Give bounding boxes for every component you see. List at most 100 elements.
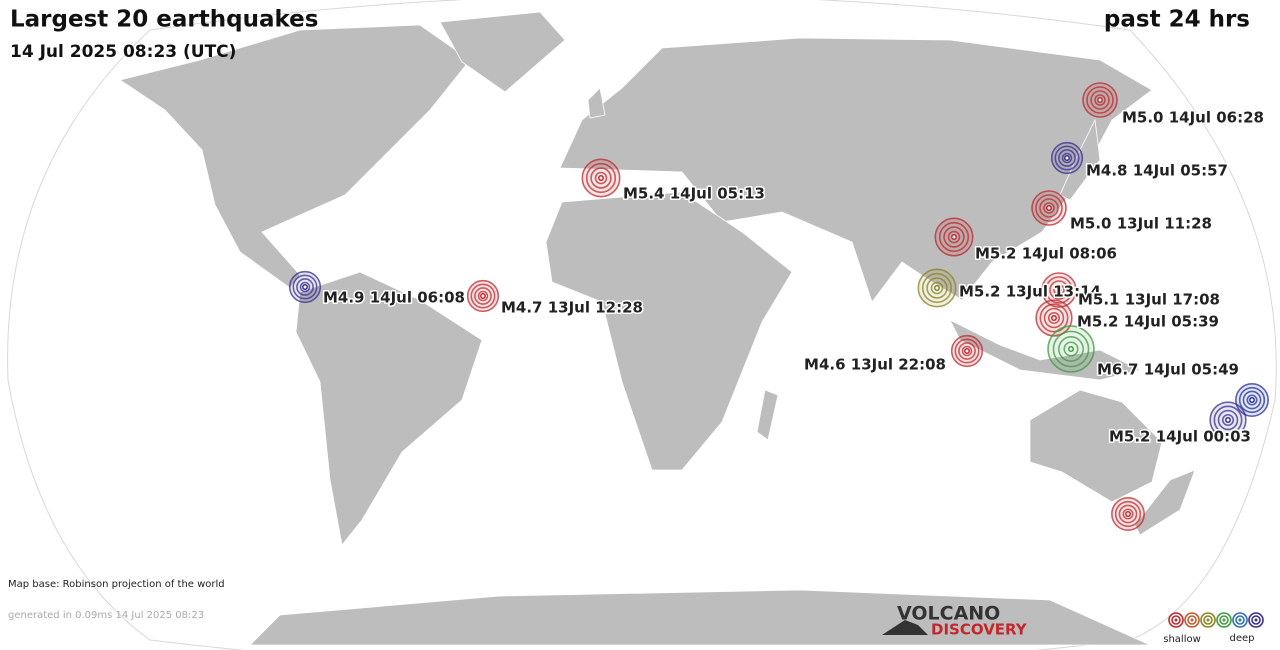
ring: [1061, 152, 1073, 164]
ring: [961, 345, 973, 357]
legend-ring: [1248, 612, 1264, 628]
ring: [477, 290, 489, 302]
legend-ring: [1187, 615, 1197, 625]
epicenter: [302, 284, 308, 290]
legend-ring: [1184, 612, 1200, 628]
quake-label: M4.8 14Jul 05:57: [1086, 162, 1228, 180]
quake-marker: [1041, 272, 1077, 308]
quake-label: M5.2 14Jul 05:39: [1077, 313, 1219, 331]
epicenter: [1068, 346, 1074, 352]
ring: [954, 338, 980, 364]
ring: [1086, 86, 1114, 114]
ring: [1039, 198, 1059, 218]
ring: [1242, 390, 1262, 410]
ring: [921, 272, 953, 304]
quake-marker: [1235, 383, 1269, 417]
legend-ring: [1168, 612, 1184, 628]
ring: [1058, 336, 1084, 362]
ring: [1053, 284, 1065, 296]
legend-ring: [1251, 615, 1261, 625]
quake-marker: [1050, 141, 1084, 175]
ring: [1049, 280, 1069, 300]
legend-ring: [1219, 615, 1229, 625]
map-base: Map base: Robinson projection of the wor…: [8, 579, 225, 590]
quake-marker: [1031, 190, 1067, 226]
quake-label: M4.9 14Jul 06:08: [323, 289, 465, 307]
epicenter: [1249, 397, 1255, 403]
ring: [1063, 341, 1079, 357]
quake-marker: [581, 158, 621, 198]
ring: [1238, 386, 1266, 414]
quake-marker: [950, 334, 984, 368]
legend-ring: [1235, 615, 1245, 625]
legend-dot: [1222, 618, 1226, 622]
epicenter: [598, 175, 604, 181]
epicenter: [1125, 511, 1131, 517]
quake-label: M4.7 13Jul 12:28: [501, 299, 643, 317]
quake-label: M4.6 13Jul 22:08: [804, 356, 946, 374]
ring: [594, 171, 608, 185]
logo-bottom: DISCOVERY: [931, 621, 1028, 639]
legend-ring: [1171, 615, 1181, 625]
legend-ring: [1216, 612, 1232, 628]
ring: [1114, 500, 1142, 528]
quake-marker: [1111, 497, 1145, 531]
ring: [292, 274, 318, 300]
ring: [1213, 405, 1243, 435]
legend-dot: [1206, 618, 1210, 622]
ring: [1221, 413, 1235, 427]
legend-ring: [1200, 612, 1216, 628]
ring: [1043, 202, 1055, 214]
ring: [1122, 508, 1134, 520]
legend-dot: [1190, 618, 1194, 622]
legend-deep: deep: [1230, 633, 1255, 644]
ring: [1246, 394, 1258, 406]
logo-top: VOLCANO: [897, 603, 1000, 625]
logo: VOLCANO DISCOVERY: [882, 603, 1028, 639]
ring: [958, 342, 976, 360]
ring: [296, 278, 314, 296]
ring: [1047, 311, 1061, 325]
legend-shallow: shallow: [1163, 634, 1201, 645]
quake-label: M5.2 13Jul 13:14: [959, 283, 1101, 301]
quake-label: M5.2 14Jul 00:03: [1109, 428, 1251, 446]
ring: [470, 283, 496, 309]
epicenter: [934, 285, 940, 291]
epicenter: [480, 293, 486, 299]
quake-marker: [934, 217, 974, 257]
ring: [943, 226, 965, 248]
ring: [1054, 145, 1080, 171]
ring: [1118, 504, 1138, 524]
epicenter: [1097, 97, 1103, 103]
ring: [1043, 307, 1065, 329]
ring: [585, 162, 617, 194]
quake-marker: [466, 279, 500, 313]
quake-label: M5.0 13Jul 11:28: [1070, 215, 1212, 233]
ring: [1045, 276, 1073, 304]
period: past 24 hrs: [1104, 7, 1250, 33]
epicenter: [951, 234, 957, 240]
ring: [299, 281, 311, 293]
ring: [1217, 409, 1239, 431]
generated: generated in 0.09ms 14 Jul 2025 08:23: [8, 610, 204, 621]
epicenter: [1225, 417, 1231, 423]
ring: [1039, 303, 1069, 333]
legend-ring: [1203, 615, 1213, 625]
logo-icon: [882, 620, 928, 635]
epicenter: [964, 348, 970, 354]
subtitle: 14 Jul 2025 08:23 (UTC): [10, 42, 236, 62]
ring: [930, 281, 944, 295]
quake-marker: [1047, 325, 1095, 373]
epicenter: [1051, 315, 1057, 321]
land: [119, 11, 1196, 646]
epicenter: [1056, 287, 1062, 293]
quake-label: M5.2 14Jul 08:06: [975, 245, 1117, 263]
epicenter: [1064, 155, 1070, 161]
ring: [1058, 149, 1076, 167]
legend-dot: [1254, 618, 1258, 622]
quake-label: M6.7 14Jul 05:49: [1097, 361, 1239, 379]
legend-dot: [1174, 618, 1178, 622]
quake-layer: M5.0 14Jul 06:28 M4.8 14Jul 05:57 M5.4 14J…: [288, 82, 1269, 531]
